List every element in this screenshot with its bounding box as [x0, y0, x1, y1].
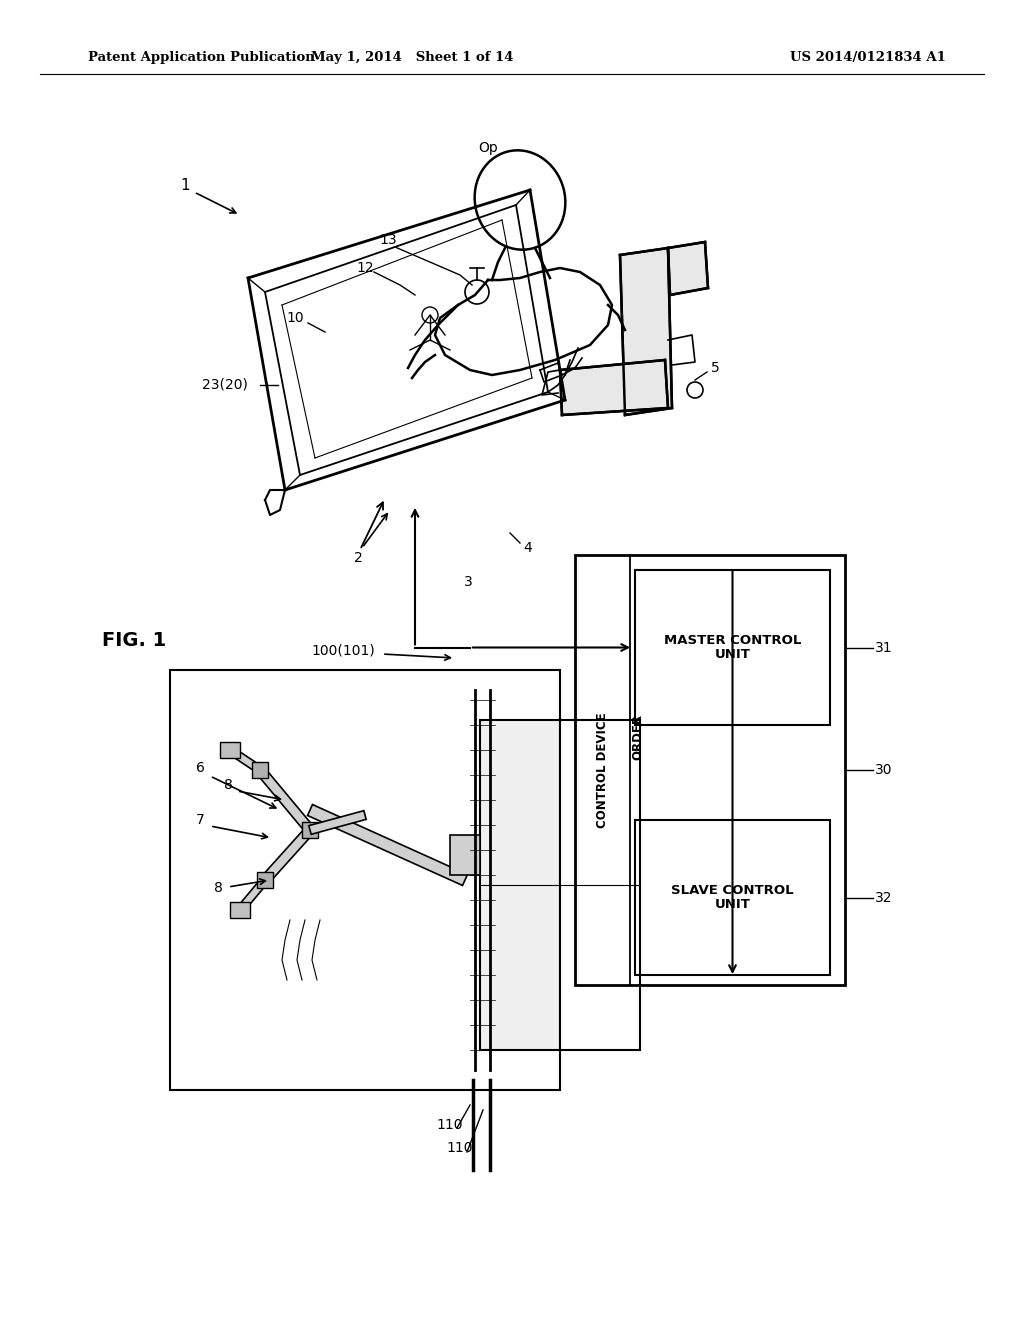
Bar: [450, 836, 480, 875]
Bar: [480, 719, 560, 1049]
Bar: [257, 873, 273, 888]
Text: 7: 7: [196, 813, 205, 828]
Text: CONTROL DEVICE: CONTROL DEVICE: [596, 713, 609, 828]
Text: 8: 8: [223, 777, 232, 792]
Text: US 2014/0121834 A1: US 2014/0121834 A1: [790, 51, 946, 65]
Text: ORDER: ORDER: [631, 714, 644, 760]
Text: 2: 2: [353, 550, 362, 565]
Bar: [220, 742, 240, 758]
Text: 3: 3: [464, 576, 472, 589]
Text: 13: 13: [379, 234, 397, 247]
Text: SLAVE CONTROL
UNIT: SLAVE CONTROL UNIT: [671, 883, 794, 912]
Text: 30: 30: [874, 763, 893, 777]
Polygon shape: [237, 878, 268, 912]
Text: FIG. 1: FIG. 1: [102, 631, 166, 649]
Text: 110: 110: [446, 1140, 473, 1155]
Text: 31: 31: [874, 640, 893, 655]
Polygon shape: [307, 804, 468, 886]
Polygon shape: [560, 360, 668, 414]
Text: 110: 110: [437, 1118, 463, 1133]
Text: 100(101): 100(101): [311, 643, 375, 657]
Polygon shape: [620, 248, 672, 414]
Bar: [635, 570, 830, 725]
Bar: [560, 719, 640, 1049]
Text: MASTER CONTROL
UNIT: MASTER CONTROL UNIT: [664, 634, 801, 661]
Bar: [252, 762, 268, 777]
Bar: [635, 820, 830, 975]
Text: May 1, 2014   Sheet 1 of 14: May 1, 2014 Sheet 1 of 14: [310, 51, 513, 65]
Text: 6: 6: [196, 762, 205, 775]
Text: 10: 10: [286, 312, 304, 325]
Polygon shape: [227, 747, 262, 774]
Bar: [230, 902, 250, 917]
Polygon shape: [668, 242, 708, 294]
Bar: [170, 671, 560, 1090]
Text: 32: 32: [874, 891, 893, 904]
Text: 8: 8: [214, 880, 222, 895]
Text: Op: Op: [478, 141, 498, 154]
Text: Patent Application Publication: Patent Application Publication: [88, 51, 314, 65]
Polygon shape: [256, 767, 313, 833]
Text: 12: 12: [356, 261, 374, 275]
Bar: [575, 554, 845, 985]
Text: 1: 1: [180, 177, 189, 193]
Polygon shape: [261, 826, 313, 883]
Text: 4: 4: [523, 541, 532, 554]
Text: 23(20): 23(20): [202, 378, 248, 392]
Bar: [302, 822, 318, 838]
Text: 5: 5: [711, 360, 720, 375]
Polygon shape: [309, 810, 367, 834]
